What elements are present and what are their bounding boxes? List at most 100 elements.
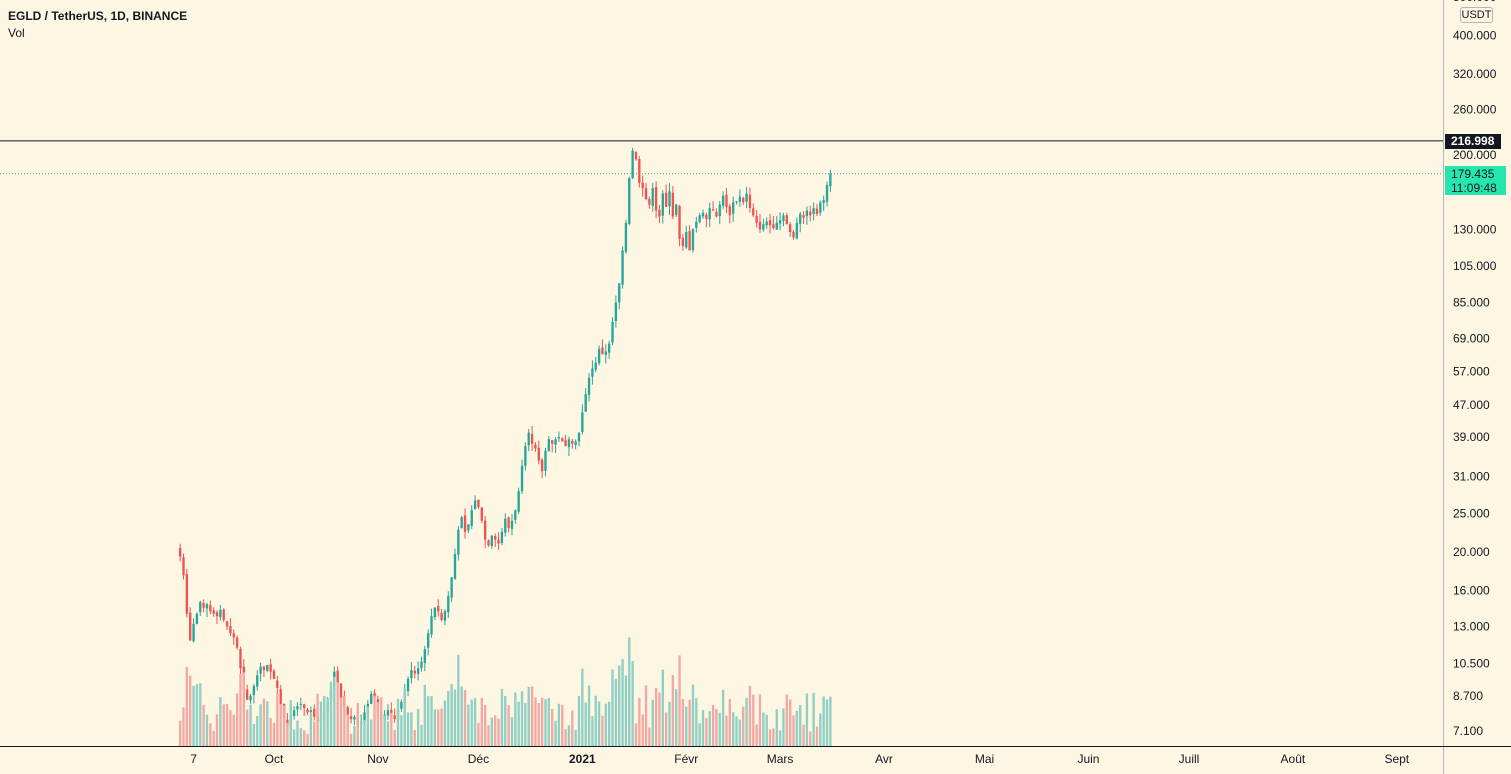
volume-bar [557,703,561,746]
chart-legend: EGLD / TetherUS, 1D, BINANCE Vol [8,8,187,42]
candle-body [215,612,219,617]
volume-bar [661,669,664,746]
volume-bar [758,694,762,746]
candle-body [480,507,483,521]
volume-bar [701,710,705,746]
volume-bar [678,655,681,746]
candle-body [829,173,832,187]
volume-bar [383,715,386,746]
candle-body [440,612,443,621]
volume-bar [664,712,668,746]
y-tick-label: 400.000 [1453,28,1497,42]
volume-bar [380,697,383,746]
candle-body [651,188,654,206]
candle-body [718,204,721,217]
candle-body [507,517,510,529]
volume-bar [621,658,624,746]
volume-bar [671,675,675,746]
candle-body [825,185,829,202]
candle-body [487,540,490,546]
volume-bar [410,712,413,746]
candle-body [688,230,691,251]
candle-body [279,689,282,704]
volume-bar [356,702,359,746]
candle-body [457,529,460,555]
candle-body [624,222,628,252]
volume-bar [339,697,343,746]
volume-bar [547,698,551,746]
y-tick-label: 57.000 [1453,365,1490,379]
volume-indicator-label[interactable]: Vol [8,26,25,40]
candle-body [189,612,192,641]
volume-bar [246,709,249,746]
candle-body [195,613,199,624]
volume-bar [735,716,738,746]
volume-bar [249,704,252,746]
volume-bar [520,691,524,746]
candle-body [467,524,470,531]
candle-body [443,611,447,621]
volume-bar [433,709,437,746]
candle-body [339,683,343,698]
volume-bar [507,705,510,746]
candle-body [661,193,664,216]
candle-body [742,197,745,203]
volume-bar [514,692,517,746]
candle-body [571,440,574,444]
candle-body [638,159,641,184]
candle-body [752,208,755,216]
volume-bar [601,715,604,746]
candle-body [772,224,775,228]
volume-bar [296,720,299,746]
volume-bar [721,689,725,746]
volume-bar [373,695,376,746]
volume-bar [705,718,708,746]
volume-bar [825,699,829,746]
volume-bar [202,704,205,746]
candle-body [641,182,644,189]
x-tick-label: Déc [468,752,489,766]
candle-body [447,596,450,613]
x-tick-label: Août [1281,752,1306,766]
candle-body [738,196,742,202]
candle-body [567,439,571,448]
candle-body [192,623,195,642]
candle-body [812,208,815,214]
volume-bar [695,698,698,746]
volume-bar [708,711,711,746]
candle-body [725,194,728,207]
horizontal-line-price-tag: 216.998 [1445,134,1501,149]
volume-bar [611,669,614,746]
candle-body [778,220,782,224]
volume-bar [276,693,279,746]
volume-bar [343,696,346,746]
candle-body [336,670,339,685]
volume-bar [262,698,266,746]
candle-body [235,637,239,648]
volume-bar [742,706,745,746]
candle-body [611,321,614,343]
candle-body [819,202,822,213]
volume-bar [571,710,574,746]
candle-body [577,432,581,442]
candle-body [302,704,306,709]
candle-body [788,224,792,232]
volume-bar [530,686,534,746]
candle-body [554,439,557,445]
volume-bar [561,704,564,746]
candle-body [313,708,316,717]
y-tick-label: 39.000 [1453,430,1490,444]
candle-body [561,438,564,442]
volume-bar [628,637,631,746]
volume-bar [681,699,685,746]
candle-body [675,204,678,216]
volume-bar [651,699,654,746]
volume-bar [225,704,229,746]
volume-bar [463,690,467,746]
candle-body [222,609,225,621]
volume-bar [443,700,447,746]
y-tick-label: 130.000 [1453,222,1497,236]
currency-badge[interactable]: USDT [1460,7,1493,23]
